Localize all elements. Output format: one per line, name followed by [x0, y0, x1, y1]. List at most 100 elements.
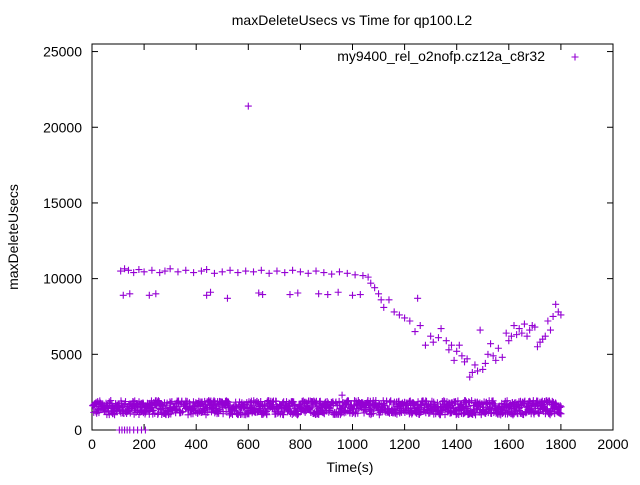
legend-label: my9400_rel_o2nofp.cz12a_c8r32 — [337, 48, 545, 64]
data-point — [343, 269, 351, 277]
x-tick-label: 1800 — [545, 436, 576, 452]
data-point — [182, 266, 190, 274]
data-point — [364, 273, 372, 281]
data-point — [549, 312, 557, 320]
data-point — [495, 410, 503, 418]
data-point — [380, 303, 388, 311]
data-point — [218, 268, 226, 276]
data-point — [304, 269, 312, 277]
data-point — [526, 405, 534, 413]
data-point — [114, 403, 122, 411]
data-point — [487, 340, 495, 348]
data-point — [210, 397, 218, 405]
data-point — [427, 332, 435, 340]
data-point — [510, 322, 518, 330]
x-tick-label: 0 — [88, 436, 96, 452]
data-point — [315, 411, 323, 419]
data-point — [557, 311, 565, 319]
data-point — [390, 308, 398, 316]
x-tick-label: 1200 — [389, 436, 420, 452]
data-point — [354, 409, 362, 417]
data-point — [279, 411, 287, 419]
data-point — [265, 269, 273, 277]
data-point — [242, 267, 250, 275]
data-point — [154, 397, 162, 405]
data-point — [244, 102, 252, 110]
data-point — [185, 399, 193, 407]
data-point — [197, 267, 205, 275]
data-point — [507, 332, 515, 340]
data-point — [453, 347, 461, 355]
data-point — [135, 266, 143, 274]
data-point — [257, 398, 265, 406]
data-point — [119, 291, 127, 299]
data-point — [411, 328, 419, 336]
data-point — [523, 332, 531, 340]
data-point — [468, 368, 476, 376]
data-point — [174, 268, 182, 276]
data-point — [257, 266, 265, 274]
data-point — [124, 266, 132, 274]
data-point — [479, 365, 487, 373]
y-tick-label: 15000 — [43, 195, 82, 211]
data-point — [416, 322, 424, 330]
x-tick-label: 2000 — [597, 436, 628, 452]
x-tick-label: 200 — [132, 436, 156, 452]
data-point — [476, 326, 484, 334]
data-point — [471, 361, 479, 369]
y-tick-label: 5000 — [51, 346, 82, 362]
data-point — [492, 356, 500, 364]
data-point — [359, 272, 367, 280]
data-point — [552, 300, 560, 308]
data-point — [207, 408, 215, 416]
y-tick-label: 0 — [74, 422, 82, 438]
data-point — [223, 294, 231, 302]
data-point — [289, 266, 297, 274]
data-point — [166, 265, 174, 273]
data-point — [203, 291, 211, 299]
data-point — [367, 279, 375, 287]
data-point — [268, 398, 276, 406]
x-tick-label: 400 — [185, 436, 209, 452]
data-point — [312, 267, 320, 275]
data-point — [130, 269, 138, 277]
data-point — [121, 265, 129, 273]
data-point — [296, 268, 304, 276]
data-point — [332, 398, 340, 406]
data-point — [356, 291, 364, 299]
data-point — [167, 410, 175, 418]
x-tick-label: 1000 — [337, 436, 368, 452]
data-point — [548, 397, 556, 405]
x-tick-label: 800 — [289, 436, 313, 452]
data-point — [474, 367, 482, 375]
data-point — [387, 397, 395, 405]
y-tick-label: 25000 — [43, 44, 82, 60]
data-point — [385, 296, 393, 304]
data-point — [489, 352, 497, 360]
data-point — [410, 399, 418, 407]
data-point — [117, 267, 125, 275]
data-point — [557, 403, 565, 411]
data-point — [338, 391, 346, 399]
axes-ticks: 0 200 400 600 800 1000 1200 1400 1600 1800 2000050… — [43, 44, 629, 452]
data-point — [328, 270, 336, 278]
data-point — [445, 346, 453, 354]
data-point — [203, 266, 211, 274]
data-point — [286, 291, 294, 299]
legend: my9400_rel_o2nofp.cz12a_c8r32 — [337, 48, 579, 64]
data-point — [371, 284, 379, 292]
data-point — [531, 323, 539, 331]
data-point — [544, 317, 552, 325]
data-point — [401, 314, 409, 322]
data-point — [526, 326, 534, 334]
data-point — [509, 411, 517, 419]
x-tick-label: 600 — [237, 436, 261, 452]
data-point — [349, 291, 356, 299]
y-tick-label: 10000 — [43, 271, 82, 287]
data-point — [152, 290, 160, 298]
data-point — [546, 326, 554, 334]
data-point — [505, 337, 513, 345]
legend-marker — [571, 53, 579, 61]
